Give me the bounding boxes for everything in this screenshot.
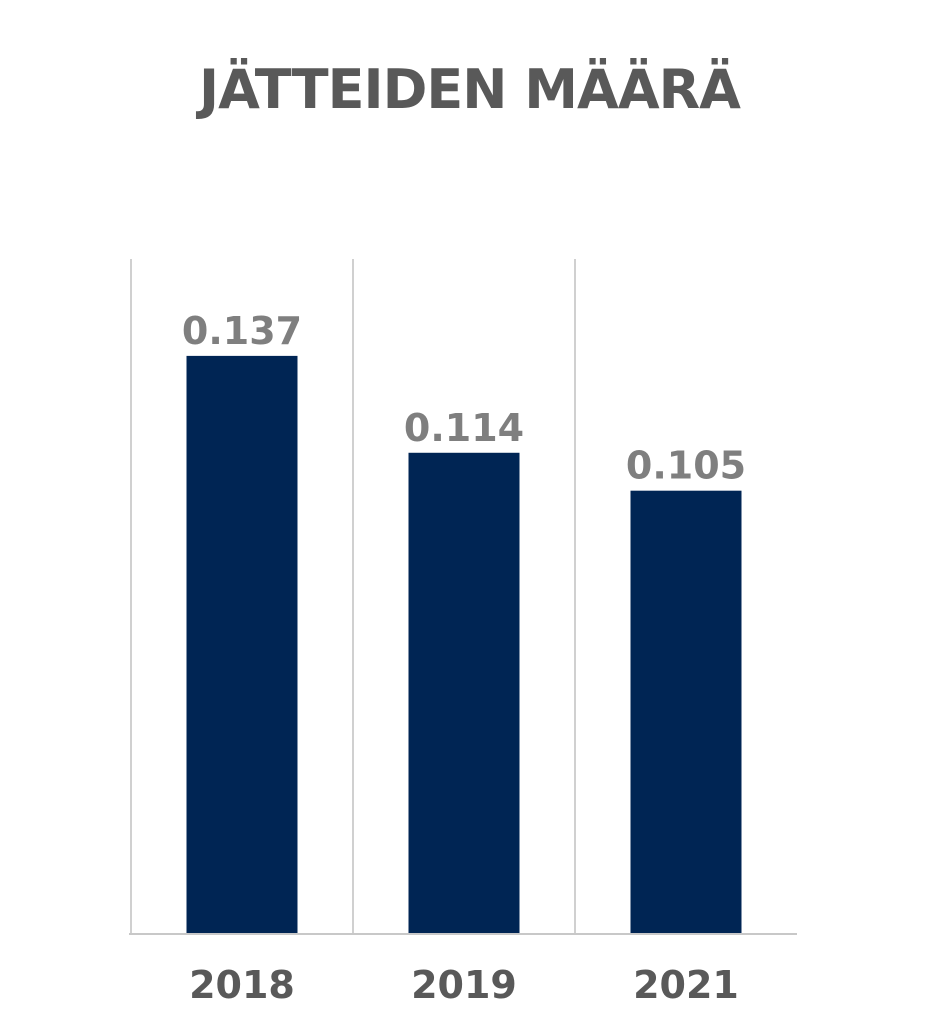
tick-label-2019: 2019 [411, 963, 517, 1007]
data-label-2019: 0.114 [404, 406, 524, 450]
data-label-2021: 0.105 [626, 444, 746, 488]
x-axis-tick-labels: 2018 2019 2021 [189, 963, 739, 1007]
data-labels: 0.137 0.114 0.105 [182, 309, 746, 488]
bar-2018 [186, 355, 298, 933]
tick-label-2021: 2021 [633, 963, 739, 1007]
bar-2019 [408, 452, 520, 933]
data-label-2018: 0.137 [182, 309, 302, 353]
chart-title: JÄTTEIDEN MÄÄRÄ [199, 58, 741, 121]
grid-lines [130, 259, 576, 933]
bar-2021 [630, 490, 742, 933]
bars [186, 355, 742, 933]
tick-label-2018: 2018 [189, 963, 295, 1007]
